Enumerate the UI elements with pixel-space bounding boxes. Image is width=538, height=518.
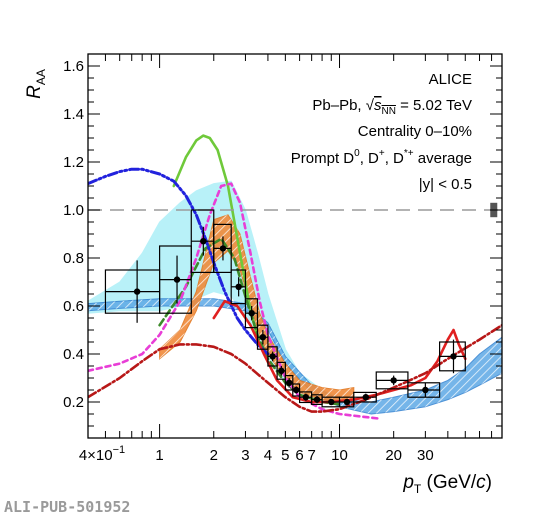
y-tick-label: 0.6 xyxy=(63,298,84,315)
data-point-6 xyxy=(259,334,267,341)
data-point-18 xyxy=(450,353,457,360)
x-tick-label: 20 xyxy=(385,447,402,464)
x-tick-label: 7 xyxy=(307,447,315,464)
model-curve-8 xyxy=(88,323,502,413)
data-point-5 xyxy=(248,310,255,317)
data-point-7 xyxy=(269,353,276,360)
y-tick-label: 0.8 xyxy=(63,250,84,267)
y-tick-label: 1.0 xyxy=(63,202,84,219)
x-tick-label: 5 xyxy=(281,447,289,464)
data-point-3 xyxy=(219,245,227,252)
data-point-14 xyxy=(343,398,351,406)
data-point-16 xyxy=(390,377,397,384)
x-tick-label: 6 xyxy=(295,447,303,464)
data-point-9 xyxy=(285,379,293,386)
data-point-12 xyxy=(313,396,321,403)
y-tick-label: 1.4 xyxy=(63,106,84,123)
reference-lines xyxy=(88,202,502,218)
model-curve-5 xyxy=(88,182,383,421)
x-tick-label: 30 xyxy=(417,447,434,464)
x-tick-label: 4 xyxy=(264,447,272,464)
data-point-1 xyxy=(173,276,181,283)
x-axis-title: pT (GeV/c) xyxy=(402,472,492,496)
annotation-block: ALICE Pb–Pb, √sNN = 5.02 TeV Centrality … xyxy=(291,71,472,193)
rapidity-label: |y| < 0.5 xyxy=(419,176,472,193)
data-point-15 xyxy=(362,394,370,401)
model-curve-6 xyxy=(88,167,270,356)
chart-title: ALICE xyxy=(429,71,472,88)
axes: 0.2 0.4 0.6 0.8 1.0 1.2 1.4 1.6 1 2 3 4 5 6 7 10 20 30 4×1… xyxy=(63,53,503,464)
x-tick-label: 1 xyxy=(155,447,163,464)
centrality-label: Centrality 0–10% xyxy=(358,123,472,140)
y-axis-title: RAA xyxy=(24,69,48,99)
watermark-label: ALI-PUB-501952 xyxy=(4,498,130,516)
y-tick-label: 1.6 xyxy=(63,58,84,75)
x-tick-label: 3 xyxy=(241,447,249,464)
data-point-0 xyxy=(133,288,141,295)
x-tick-label: 10 xyxy=(331,447,348,464)
data-point-10 xyxy=(293,386,300,394)
y-tick-label: 0.2 xyxy=(63,394,84,411)
x-tick-label: 2 xyxy=(210,447,218,464)
data-point-2 xyxy=(200,238,207,245)
data-point-11 xyxy=(302,394,310,401)
data-point-13 xyxy=(328,398,335,406)
data-point-8 xyxy=(278,367,285,374)
x-tick-label-first: 4×10−1 xyxy=(79,444,125,464)
y-tick-label: 1.2 xyxy=(63,154,84,171)
data-point-4 xyxy=(235,283,242,290)
collision-system: Pb–Pb, √sNN = 5.02 TeV xyxy=(312,97,472,117)
species-label: Prompt D0, D+, D*+ average xyxy=(291,148,472,167)
data-points xyxy=(104,209,466,408)
data-point-17 xyxy=(422,386,429,394)
y-tick-label: 0.4 xyxy=(63,346,84,363)
model-band-hatch-2 xyxy=(159,214,354,402)
